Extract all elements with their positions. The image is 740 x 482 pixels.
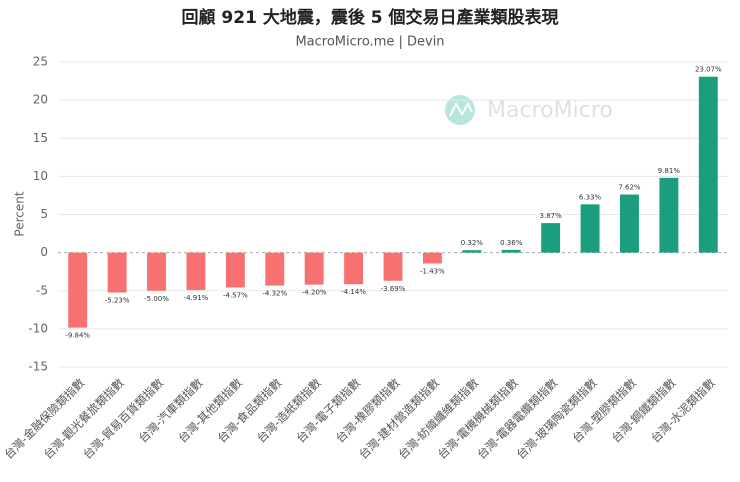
bar xyxy=(344,252,364,285)
chart-title: 回顧 921 大地震，震後 5 個交易日產業類股表現 xyxy=(182,7,559,28)
watermark-glyph xyxy=(449,101,473,117)
bar xyxy=(225,252,245,288)
y-tick-label: 5 xyxy=(40,207,48,221)
bar xyxy=(186,252,206,291)
chart-subtitle: MacroMicro.me | Devin xyxy=(295,35,444,50)
value-label: -5.23% xyxy=(105,297,130,305)
bar xyxy=(659,177,679,253)
y-tick-label: -5 xyxy=(36,283,48,297)
value-label: -3.69% xyxy=(381,285,406,293)
value-label: 0.32% xyxy=(461,239,484,247)
bar xyxy=(580,204,600,253)
value-label: 0.36% xyxy=(500,239,523,247)
value-label: 7.62% xyxy=(618,184,641,192)
bar xyxy=(107,252,127,293)
y-tick-label: 0 xyxy=(40,245,48,259)
value-label: -4.14% xyxy=(341,288,366,296)
bar xyxy=(422,252,442,264)
value-label: -1.43% xyxy=(420,268,445,276)
value-label: 9.81% xyxy=(658,167,681,175)
bar xyxy=(383,252,403,281)
bar xyxy=(541,223,561,253)
value-label: -5.00% xyxy=(144,295,169,303)
value-label: -4.20% xyxy=(302,289,327,297)
watermark: MacroMicro xyxy=(445,95,613,125)
value-label: 3.87% xyxy=(540,212,563,220)
value-label: -4.32% xyxy=(262,290,287,298)
value-label: -9.84% xyxy=(65,332,90,340)
value-label: 6.33% xyxy=(579,193,602,201)
y-tick-label: 15 xyxy=(33,131,48,145)
y-tick-label: 25 xyxy=(33,55,48,69)
value-label: 23.07% xyxy=(695,66,722,74)
y-tick-label: -10 xyxy=(28,321,48,335)
bar xyxy=(620,194,639,253)
watermark-text: MacroMicro xyxy=(487,98,613,123)
bar xyxy=(304,252,324,285)
y-tick-label: 10 xyxy=(33,169,48,183)
y-tick-label: -15 xyxy=(28,360,48,374)
bar xyxy=(698,76,718,253)
bar xyxy=(147,252,166,291)
bar xyxy=(265,252,285,286)
y-tick-label: 20 xyxy=(33,93,48,107)
y-axis-label: Percent xyxy=(13,191,27,236)
bar xyxy=(462,250,482,253)
bar xyxy=(68,252,88,328)
bar xyxy=(501,249,521,253)
value-label: -4.57% xyxy=(223,291,248,299)
value-label: -4.91% xyxy=(184,294,209,302)
